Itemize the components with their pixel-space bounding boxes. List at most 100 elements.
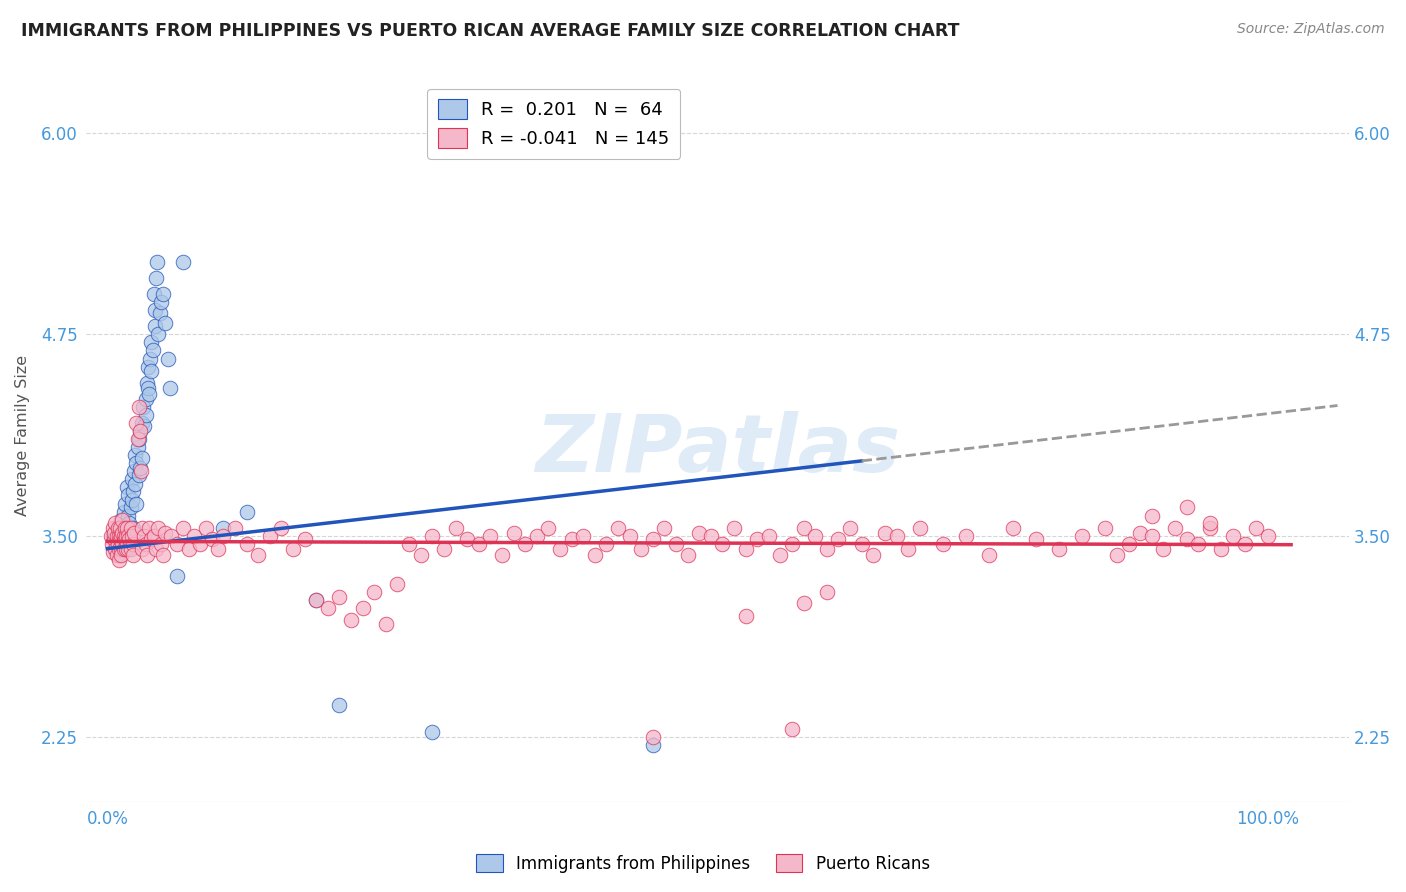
Point xyxy=(1222,529,1244,543)
Point xyxy=(103,525,125,540)
Point xyxy=(177,541,200,556)
Point xyxy=(747,532,769,546)
Point xyxy=(641,532,664,546)
Point xyxy=(146,255,169,269)
Point xyxy=(120,541,142,556)
Point xyxy=(294,532,316,546)
Point xyxy=(932,537,955,551)
Point xyxy=(1175,500,1198,514)
Text: ZIPatlas: ZIPatlas xyxy=(536,410,900,489)
Point xyxy=(122,483,145,498)
Point xyxy=(131,541,153,556)
Point xyxy=(141,532,163,546)
Point xyxy=(115,521,138,535)
Point xyxy=(548,541,571,556)
Point xyxy=(479,529,502,543)
Point xyxy=(201,532,224,546)
Point xyxy=(114,521,136,535)
Point xyxy=(104,516,127,530)
Point xyxy=(121,529,143,543)
Point xyxy=(793,521,815,535)
Point xyxy=(104,541,127,556)
Point xyxy=(122,464,145,478)
Point xyxy=(979,548,1001,562)
Point xyxy=(115,521,138,535)
Point xyxy=(374,617,396,632)
Point xyxy=(1175,532,1198,546)
Point xyxy=(135,392,157,406)
Point xyxy=(110,529,132,543)
Point xyxy=(155,525,177,540)
Point xyxy=(100,529,122,543)
Point xyxy=(111,537,134,551)
Point xyxy=(117,509,139,524)
Point xyxy=(630,541,652,556)
Point xyxy=(1047,541,1070,556)
Point xyxy=(132,400,155,414)
Point xyxy=(270,521,292,535)
Point xyxy=(409,548,432,562)
Point xyxy=(149,295,172,310)
Point xyxy=(138,521,160,535)
Text: Source: ZipAtlas.com: Source: ZipAtlas.com xyxy=(1237,22,1385,37)
Point xyxy=(128,424,150,438)
Point xyxy=(1257,529,1279,543)
Point xyxy=(305,593,328,607)
Point xyxy=(160,529,183,543)
Point xyxy=(121,472,143,486)
Point xyxy=(118,516,141,530)
Point xyxy=(526,529,548,543)
Point xyxy=(537,521,560,535)
Point xyxy=(340,613,363,627)
Point xyxy=(619,529,641,543)
Point xyxy=(125,416,148,430)
Point xyxy=(105,529,128,543)
Point xyxy=(734,609,756,624)
Point xyxy=(127,440,149,454)
Point xyxy=(1211,541,1233,556)
Point xyxy=(108,532,131,546)
Point xyxy=(1187,537,1209,551)
Point xyxy=(166,569,188,583)
Y-axis label: Average Family Size: Average Family Size xyxy=(15,354,30,516)
Point xyxy=(115,529,138,543)
Point xyxy=(676,548,699,562)
Point xyxy=(711,537,734,551)
Point xyxy=(398,537,420,551)
Point xyxy=(128,400,150,414)
Point xyxy=(101,521,124,535)
Text: IMMIGRANTS FROM PHILIPPINES VS PUERTO RICAN AVERAGE FAMILY SIZE CORRELATION CHAR: IMMIGRANTS FROM PHILIPPINES VS PUERTO RI… xyxy=(21,22,959,40)
Point xyxy=(120,521,142,535)
Point xyxy=(152,548,174,562)
Point xyxy=(114,532,136,546)
Point xyxy=(607,521,630,535)
Point xyxy=(101,545,124,559)
Point xyxy=(851,537,873,551)
Point xyxy=(149,537,172,551)
Point xyxy=(125,497,148,511)
Point xyxy=(908,521,931,535)
Point xyxy=(723,521,745,535)
Point xyxy=(115,480,138,494)
Point xyxy=(641,738,664,752)
Point xyxy=(1199,521,1222,535)
Point xyxy=(128,424,150,438)
Point xyxy=(328,590,350,604)
Point xyxy=(281,541,304,556)
Point xyxy=(159,380,181,394)
Point xyxy=(128,461,150,475)
Point xyxy=(1246,521,1268,535)
Point xyxy=(142,287,165,301)
Point xyxy=(121,493,143,508)
Point xyxy=(769,548,792,562)
Point xyxy=(1118,537,1140,551)
Point xyxy=(112,505,135,519)
Point xyxy=(122,548,145,562)
Point xyxy=(120,500,142,514)
Point xyxy=(115,537,138,551)
Point xyxy=(101,537,124,551)
Point xyxy=(420,725,443,739)
Point xyxy=(583,548,606,562)
Point xyxy=(148,306,170,320)
Point xyxy=(456,532,478,546)
